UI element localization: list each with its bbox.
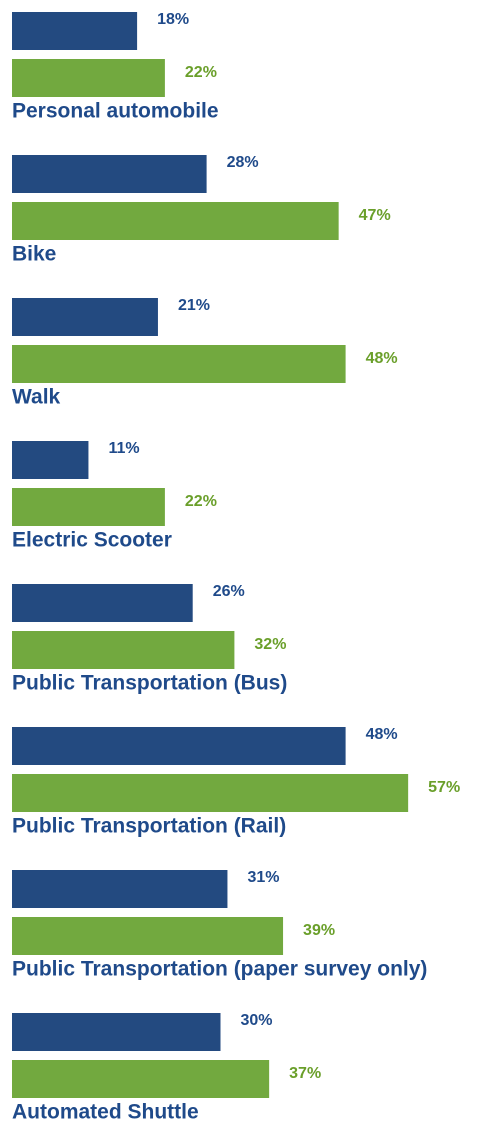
value-label: 21% xyxy=(178,297,210,314)
category-label: Public Transportation (Rail) xyxy=(12,815,286,838)
category-label: Electric Scooter xyxy=(12,529,172,552)
value-label: 48% xyxy=(366,350,398,367)
bar xyxy=(12,584,193,622)
value-label: 39% xyxy=(303,922,335,939)
value-label: 47% xyxy=(359,207,391,224)
bar xyxy=(12,870,228,908)
category-label: Automated Shuttle xyxy=(12,1101,199,1121)
value-label: 26% xyxy=(213,583,245,600)
bar xyxy=(12,12,138,50)
value-label: 48% xyxy=(366,726,398,743)
value-label: 18% xyxy=(157,11,189,28)
bar xyxy=(12,59,165,97)
value-label: 32% xyxy=(254,636,286,653)
bar xyxy=(12,155,207,193)
category-label: Walk xyxy=(12,386,61,409)
category-label: Public Transportation (paper survey only… xyxy=(12,958,427,981)
bar xyxy=(12,202,339,240)
value-label: 22% xyxy=(185,493,217,510)
bar xyxy=(12,345,346,383)
value-label: 31% xyxy=(247,869,279,886)
bar xyxy=(12,1013,221,1051)
value-label: 28% xyxy=(227,154,259,171)
value-label: 30% xyxy=(241,1012,273,1029)
category-label: Bike xyxy=(12,243,56,266)
bar xyxy=(12,631,235,669)
bar xyxy=(12,488,165,526)
bar xyxy=(12,1060,270,1098)
value-label: 22% xyxy=(185,64,217,81)
bar xyxy=(12,298,158,336)
bar xyxy=(12,774,409,812)
value-label: 37% xyxy=(289,1065,321,1082)
category-label: Public Transportation (Bus) xyxy=(12,672,287,695)
bar xyxy=(12,917,284,955)
bar xyxy=(12,441,89,479)
bar xyxy=(12,727,346,765)
value-label: 11% xyxy=(108,440,139,457)
value-label: 57% xyxy=(428,779,460,796)
category-label: Personal automobile xyxy=(12,100,219,123)
